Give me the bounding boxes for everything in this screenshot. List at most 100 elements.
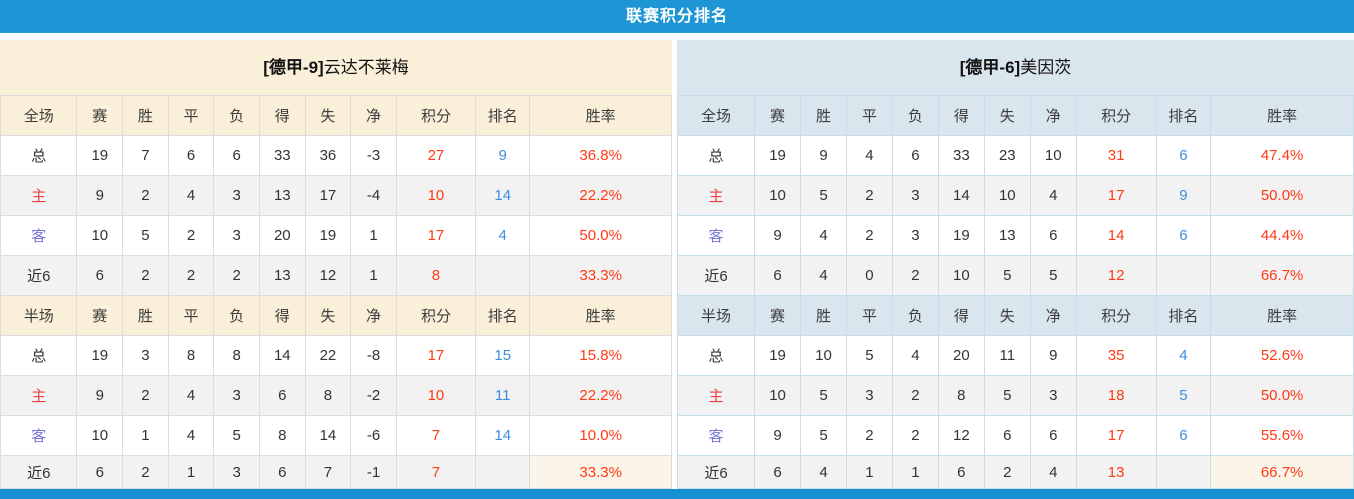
stat-cell: 13 [258,175,306,216]
rank-cell: 6 [1155,215,1212,256]
table-row: 总 19 3 8 8 14 22 -8 17 15 15.8% [0,335,672,376]
stat-cell: 10 [1029,135,1077,176]
stat-cell: 10 [800,335,847,376]
stats-table: 全场赛胜平负得失净积分 排名 胜率总 19 9 4 6 33 23 10 31 6 47.4% 主 10 5 2… [676,95,1354,489]
row-label: 主 [0,175,78,216]
stat-cell: 6 [754,255,802,296]
stat-cell: 5 [800,375,847,416]
row-label: 客 [0,215,78,256]
rate-cell: 50.0% [529,215,672,256]
column-header: 胜率 [1210,95,1354,136]
stat-cell: 19 [304,215,352,256]
stat-cell: 19 [76,135,124,176]
rate-cell: 33.3% [529,455,672,489]
row-label: 主 [676,175,756,216]
bottom-bar [0,489,1354,499]
stat-cell: 11 [983,335,1031,376]
column-header: 平 [845,95,893,136]
stat-cell: 3 [122,335,169,376]
column-header-row: 半场赛胜平负得失净积分 排名 胜率 [0,295,672,336]
stat-cell: 6 [76,455,124,489]
table-row: 近6 6 2 2 2 13 12 1 8 33.3% [0,255,672,296]
points-cell: 27 [395,135,477,176]
stat-cell: 2 [983,455,1031,489]
stat-cell: 4 [800,215,847,256]
table-row: 主 9 2 4 3 6 8 -2 10 11 22.2% [0,375,672,416]
table-row: 客 9 5 2 2 12 6 6 17 6 55.6% [676,415,1354,456]
stat-cell: -1 [350,455,397,489]
stat-cell: 10 [983,175,1031,216]
table-row: 客 10 5 2 3 20 19 1 17 4 50.0% [0,215,672,256]
row-label: 客 [0,415,78,456]
points-cell: 35 [1075,335,1157,376]
column-header: 排名 [475,295,531,336]
rate-cell: 22.2% [529,375,672,416]
column-header: 负 [891,95,939,136]
column-header: 胜率 [529,95,672,136]
stat-cell: 0 [845,255,893,296]
stats-table-body: 全场赛胜平负得失净积分 排名 胜率总 19 7 6 6 33 36 -3 27 9 36.8% 主 9 2 4 3… [0,95,672,489]
stat-cell: 8 [937,375,985,416]
stat-cell: 20 [937,335,985,376]
stat-cell: 14 [937,175,985,216]
stat-cell: 19 [754,335,802,376]
rate-cell: 66.7% [1210,455,1354,489]
stat-cell: 2 [122,375,169,416]
stat-cell: 7 [122,135,169,176]
stat-cell: 6 [891,135,939,176]
stat-cell: -3 [350,135,397,176]
rate-cell: 22.2% [529,175,672,216]
team-header: [德甲-9]云达不莱梅 [0,40,672,95]
stat-cell: 33 [258,135,306,176]
column-header: 负 [891,295,939,336]
stat-cell: 19 [76,335,124,376]
stat-cell: 1 [845,455,893,489]
rank-cell [1155,455,1212,489]
stat-cell: 23 [983,135,1031,176]
column-header: 赛 [76,95,124,136]
column-header: 得 [258,95,306,136]
page-title: 联赛积分排名 [625,8,728,25]
stat-cell: 6 [1029,215,1077,256]
stat-cell: 3 [891,175,939,216]
stat-cell: 3 [891,215,939,256]
stat-cell: 33 [937,135,985,176]
column-header: 胜 [800,95,847,136]
rank-cell: 5 [1155,375,1212,416]
stat-cell: 6 [258,455,306,489]
stat-cell: 20 [258,215,306,256]
stat-cell: 5 [1029,255,1077,296]
column-header: 胜 [122,295,169,336]
column-header: 得 [258,295,306,336]
panel-left-team: [德甲-9]云达不莱梅 全场赛胜平负得失净积分 排名 胜率总 19 7 6 6 33 36 -3 2… [0,40,672,489]
points-cell: 17 [1075,415,1157,456]
stat-cell: 1 [350,255,397,296]
column-header: 胜率 [529,295,672,336]
stat-cell: 13 [983,215,1031,256]
points-cell: 12 [1075,255,1157,296]
stat-cell: 5 [800,415,847,456]
stat-cell: 14 [304,415,352,456]
rank-cell: 6 [1155,135,1212,176]
column-header: 胜 [122,95,169,136]
rate-cell: 47.4% [1210,135,1354,176]
stat-cell: 1 [167,455,215,489]
column-header: 排名 [1155,295,1212,336]
stat-cell: 2 [167,215,215,256]
points-cell: 17 [395,335,477,376]
stat-cell: 12 [937,415,985,456]
stat-cell: 9 [754,215,802,256]
column-header: 排名 [1155,95,1212,136]
stat-cell: 3 [213,215,260,256]
team-league-rank: [德甲-6] [959,58,1021,77]
stat-cell: 2 [891,415,939,456]
stat-cell: 19 [937,215,985,256]
column-header: 净 [350,295,397,336]
stat-cell: 6 [167,135,215,176]
points-cell: 8 [395,255,477,296]
stat-cell: 10 [754,375,802,416]
column-header: 赛 [754,295,802,336]
table-row: 总 19 7 6 6 33 36 -3 27 9 36.8% [0,135,672,176]
table-row: 客 9 4 2 3 19 13 6 14 6 44.4% [676,215,1354,256]
stat-cell: 5 [845,335,893,376]
